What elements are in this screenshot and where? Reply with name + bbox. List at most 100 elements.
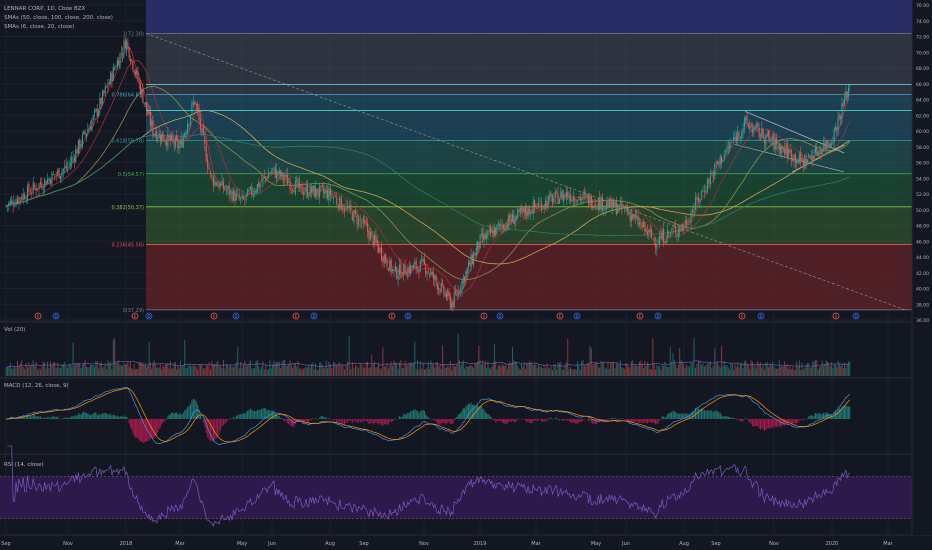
volume-bar	[404, 360, 406, 376]
volume-bar	[316, 369, 318, 376]
event-marker-label: D	[498, 314, 501, 319]
macd-histogram-bar	[449, 419, 451, 425]
fib-retracement[interactable]: 1(72.38)0.786(64.62)0.618(58.78)0.5(54.5…	[111, 0, 912, 314]
macd-histogram-bar	[443, 419, 445, 424]
volume-bar	[133, 363, 135, 376]
channel-line[interactable]	[734, 144, 845, 173]
volume-label[interactable]: Vol (20)	[4, 327, 25, 333]
earnings-marker[interactable]	[131, 312, 139, 320]
fib-band-extension[interactable]	[146, 0, 912, 34]
earnings-marker[interactable]	[636, 312, 644, 320]
event-marker-label: D	[656, 314, 659, 319]
candle-body	[641, 224, 643, 229]
macd-histogram-bar	[332, 419, 334, 421]
study-sma-long[interactable]: SMAs (50, close, 100, close, 200, close)	[4, 15, 113, 21]
macd-histogram-bar	[797, 419, 799, 423]
macd-histogram-bar	[210, 419, 212, 441]
dividend-marker[interactable]	[852, 312, 860, 320]
volume-pane[interactable]: 30.000M20.000M10.000M0	[5, 326, 932, 376]
candle-body	[178, 145, 180, 149]
macd-histogram-bar	[277, 415, 279, 419]
macd-histogram-bar	[734, 418, 736, 419]
dividend-marker[interactable]	[232, 312, 240, 320]
volume-bar	[434, 367, 436, 376]
event-marker-label: E	[213, 314, 216, 319]
volume-bar	[80, 367, 82, 376]
price-axis[interactable]	[912, 0, 932, 535]
price-tick-label: 50.00	[916, 208, 929, 214]
volume-bar	[12, 368, 14, 376]
volume-bar	[470, 365, 472, 376]
candle-body	[697, 197, 700, 202]
fib-band[interactable]	[146, 244, 912, 310]
fib-band[interactable]	[146, 33, 912, 95]
dividend-marker[interactable]	[757, 312, 765, 320]
event-marker-label: D	[759, 314, 762, 319]
macd-histogram-bar	[119, 416, 121, 419]
macd-histogram-bar	[372, 419, 374, 425]
dividend-marker[interactable]	[310, 312, 318, 320]
candle-body	[475, 247, 477, 257]
volume-bar	[348, 335, 350, 376]
macd-histogram-bar	[456, 416, 458, 419]
candle-body	[34, 184, 36, 187]
time-axis-ticks[interactable]: Sep Nov 2018 Mar May Jun Aug Sep Nov 2019 Mar May Ju…	[1, 541, 893, 547]
study-sma-short[interactable]: SMAs (6, close, 20, close)	[4, 24, 74, 30]
earnings-marker[interactable]	[388, 312, 396, 320]
volume-bar	[677, 365, 679, 376]
candle-body	[782, 146, 784, 150]
earnings-marker[interactable]	[292, 312, 300, 320]
dividend-marker[interactable]	[573, 312, 581, 320]
volume-bar	[448, 367, 450, 376]
macd-label[interactable]: MACD (12, 26, close, 9)	[4, 383, 69, 389]
volume-bar	[709, 361, 711, 376]
macd-pane[interactable]: 2.000.00-2.00	[5, 386, 928, 448]
volume-bar	[751, 361, 753, 376]
macd-histogram-bar	[134, 419, 136, 438]
candle-body	[673, 227, 675, 229]
volume-bar	[187, 366, 189, 376]
macd-histogram-bar	[731, 417, 733, 419]
time-tick-label: Jun	[267, 541, 276, 547]
volume-bar	[753, 367, 755, 376]
volume-bar	[350, 368, 352, 376]
volume-bar	[438, 365, 440, 376]
earnings-marker[interactable]	[832, 312, 840, 320]
macd-histogram-bar	[99, 413, 101, 419]
macd-histogram-bar	[156, 419, 158, 435]
macd-histogram-bar	[764, 419, 766, 432]
macd-histogram-bar	[427, 417, 429, 419]
dividend-marker[interactable]	[52, 312, 60, 320]
macd-histogram-bar	[556, 417, 558, 419]
earnings-marker[interactable]	[556, 312, 564, 320]
volume-bar	[421, 368, 423, 376]
dividend-marker[interactable]	[145, 312, 153, 320]
candle-body	[519, 207, 521, 213]
volume-bar	[221, 368, 223, 376]
macd-histogram-bar	[600, 419, 602, 420]
macd-histogram-bar	[242, 413, 244, 419]
earnings-marker[interactable]	[210, 312, 218, 320]
candle-body	[435, 276, 437, 283]
dividend-marker[interactable]	[496, 312, 504, 320]
moving-averages	[5, 46, 851, 302]
dividend-marker[interactable]	[654, 312, 662, 320]
macd-histogram-bar	[202, 419, 204, 423]
earnings-marker[interactable]	[738, 312, 746, 320]
fib-band[interactable]	[146, 94, 912, 141]
candle-body	[254, 192, 256, 194]
macd-histogram-bar	[770, 419, 772, 429]
earnings-marker[interactable]	[34, 312, 42, 320]
volume-bar	[532, 365, 534, 376]
dividend-marker[interactable]	[404, 312, 412, 320]
earnings-marker[interactable]	[480, 312, 488, 320]
volume-bar	[581, 361, 583, 376]
fib-band[interactable]	[146, 173, 912, 207]
macd-histogram-bar	[254, 410, 256, 419]
volume-bar	[820, 365, 822, 376]
rsi-label[interactable]: RSI (14, close)	[4, 462, 44, 468]
candle-body	[536, 207, 538, 209]
volume-bar	[597, 366, 599, 376]
